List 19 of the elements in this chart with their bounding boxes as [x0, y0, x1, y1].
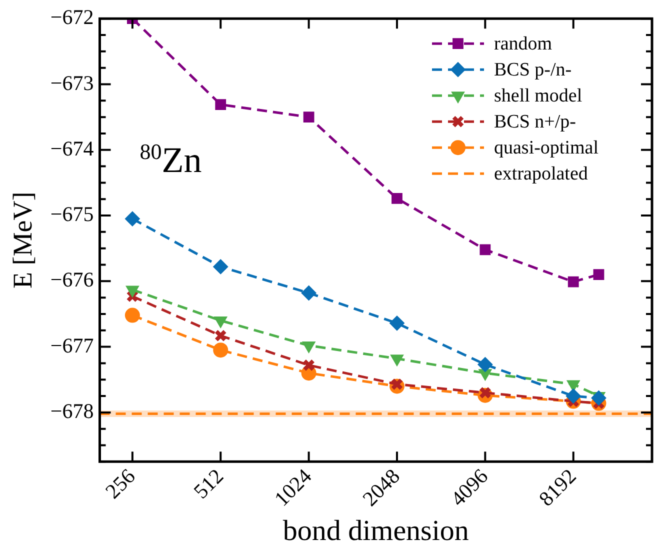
legend-label: extrapolated	[494, 164, 588, 185]
y-tick-label: −678	[50, 398, 94, 423]
annotation: $^{80}$Zn	[140, 138, 202, 181]
y-tick-label: −675	[50, 202, 94, 226]
legend-label: shell model	[494, 86, 582, 107]
y-tick-label: −674	[50, 136, 94, 160]
y-axis-title: E [MeV]	[7, 192, 38, 288]
y-tick-label: −677	[50, 333, 94, 358]
x-tick-label: 8192	[534, 464, 581, 511]
y-tick-label: −673	[50, 70, 94, 95]
x-tick-label: 512	[188, 464, 228, 504]
legend-label: BCS n+/p-	[494, 112, 576, 133]
y-tick-label: −676	[50, 268, 94, 292]
x-tick-label: 256	[100, 464, 140, 504]
x-axis-title: bond dimension	[282, 515, 470, 548]
y-tick-label: −672	[50, 5, 94, 30]
legend-label: quasi-optimal	[494, 138, 598, 159]
legend-label: BCS p-/n-	[494, 60, 572, 81]
legend-label: random	[494, 34, 552, 55]
